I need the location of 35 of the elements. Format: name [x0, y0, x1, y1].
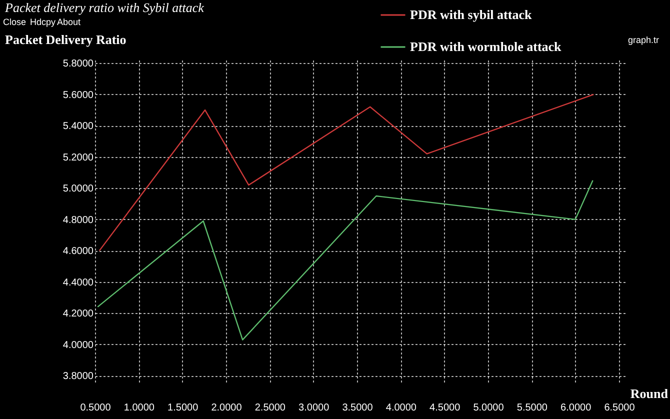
y-tick-label: 5.6000: [62, 90, 94, 101]
x-tick-label: 4.5000: [430, 402, 461, 414]
x-tick-label: 1.5000: [168, 402, 199, 414]
x-tick-label: 1.0000: [124, 402, 155, 414]
x-axis-title: Round: [630, 386, 669, 401]
y-tick-label: 5.2000: [62, 152, 94, 164]
text: Close: [3, 17, 26, 27]
y-tick-label: 5.0000: [62, 184, 94, 195]
line-series: [97, 180, 594, 340]
y-axis-title: Packet Delivery Ratio: [5, 32, 126, 47]
legend-label: PDR with sybil attack: [410, 7, 532, 22]
y-tick-label: 5.4000: [62, 121, 94, 132]
x-tick-label: 3.0000: [298, 402, 330, 414]
y-tick-label: 5.8000: [62, 58, 94, 70]
text: graph.tr: [628, 35, 660, 45]
chart-title: Packet delivery ratio with Sybil attack: [4, 0, 204, 15]
x-tick-label: 6.5000: [604, 402, 636, 414]
x-tick-label: 2.5000: [254, 402, 286, 414]
y-tick-label: 4.6000: [62, 246, 94, 258]
line-series: [98, 94, 594, 252]
y-tick-label: 3.8000: [62, 371, 94, 382]
x-tick-label: 2.0000: [211, 402, 242, 414]
legend-label: PDR with wormhole attack: [410, 39, 562, 54]
y-tick-label: 4.4000: [62, 277, 94, 288]
y-tick-label: 4.8000: [62, 214, 94, 226]
x-tick-label: 0.5000: [80, 402, 112, 414]
text: About: [57, 17, 82, 27]
y-tick-label: 4.0000: [62, 340, 94, 351]
x-tick-label: 5.5000: [516, 402, 548, 414]
x-tick-label: 3.5000: [342, 402, 374, 414]
text: Hdcpy: [30, 17, 56, 27]
y-tick-label: 4.2000: [62, 308, 94, 320]
x-tick-label: 6.0000: [560, 402, 592, 414]
x-tick-label: 4.0000: [386, 402, 417, 414]
x-tick-label: 5.0000: [473, 402, 504, 414]
